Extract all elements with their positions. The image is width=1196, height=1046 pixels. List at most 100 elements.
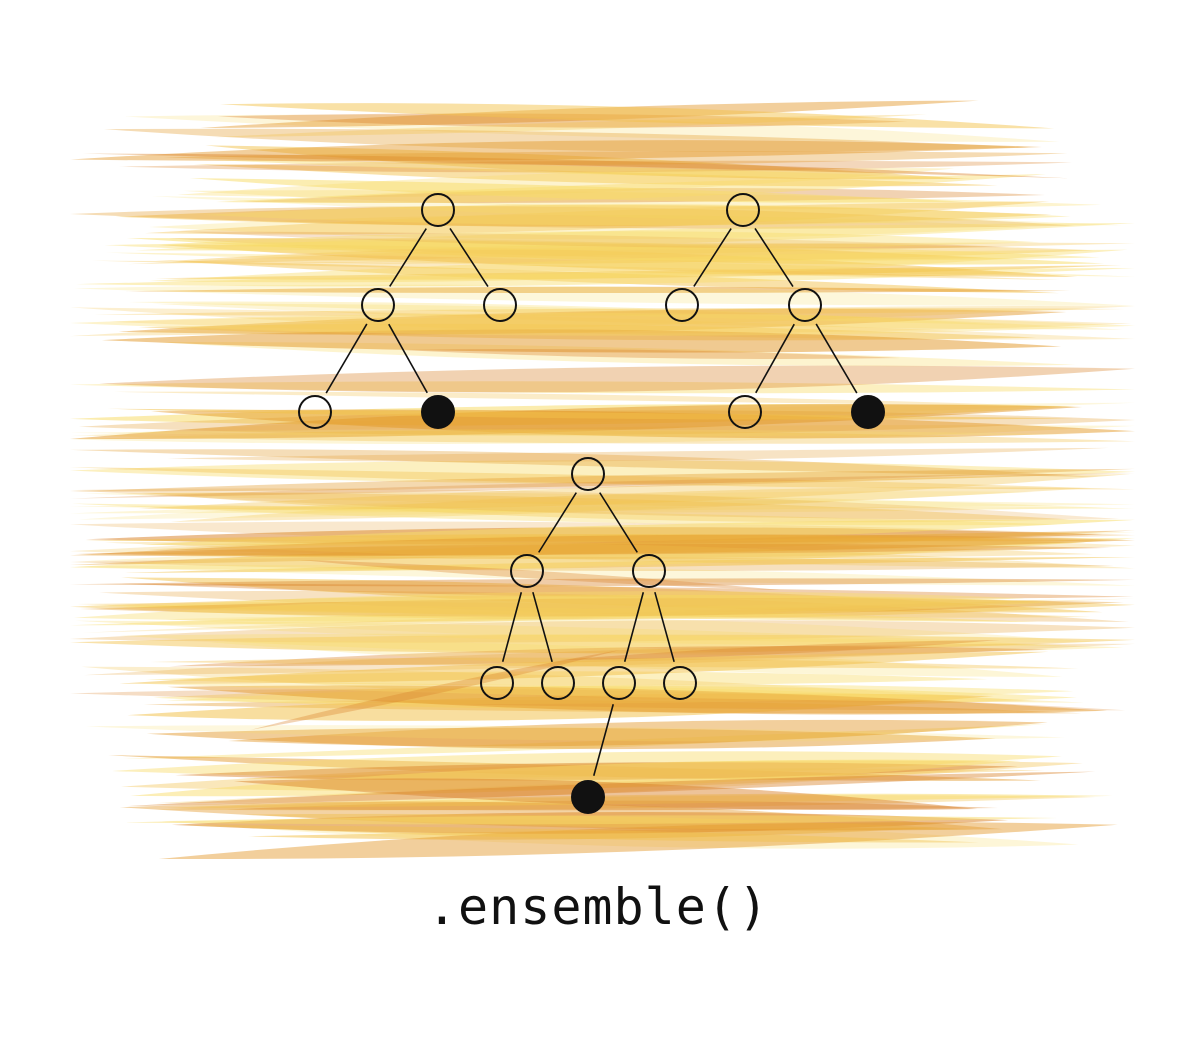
brush-stroke <box>220 103 1055 129</box>
brush-stroke <box>119 651 1049 684</box>
tree-edge <box>501 592 523 662</box>
tree-node <box>421 193 455 227</box>
tree-edge <box>389 228 427 287</box>
brush-stroke <box>73 594 1054 622</box>
tree-node <box>298 395 332 429</box>
tree-edge <box>755 323 795 394</box>
brush-stroke <box>105 540 1135 569</box>
brush-stroke <box>70 307 1135 340</box>
tree-edge <box>623 592 645 662</box>
brush-stroke <box>70 578 1135 587</box>
brush-stroke <box>70 460 1135 484</box>
brush-stroke <box>104 241 1100 261</box>
brush-stroke <box>109 314 1132 334</box>
brush-stroke <box>125 286 1071 294</box>
brush-stroke <box>70 634 1135 654</box>
brush-stroke <box>70 537 1135 571</box>
brush-accent <box>250 650 620 730</box>
brush-stroke <box>156 769 967 804</box>
brush-stroke <box>169 646 1049 667</box>
brush-stroke <box>130 543 1094 560</box>
tree-bottom <box>480 457 697 814</box>
brush-stroke <box>160 231 1040 250</box>
brush-stroke <box>212 159 974 179</box>
leaf-node-filled <box>571 780 605 814</box>
brush-stroke <box>163 793 1113 809</box>
brush-stroke <box>126 815 1057 825</box>
brush-stroke <box>83 492 1135 509</box>
brush-stroke <box>70 506 1109 513</box>
tree-node <box>602 666 636 700</box>
brush-stroke <box>194 164 998 187</box>
brush-stroke <box>70 449 1099 478</box>
brush-stroke <box>158 822 1118 860</box>
brush-stroke <box>86 725 1065 742</box>
tree-left <box>298 193 517 429</box>
brush-stroke <box>247 827 938 840</box>
brush-stroke <box>120 760 1083 791</box>
brush-stroke <box>108 755 1041 781</box>
brush-stroke <box>149 214 1029 240</box>
brush-stroke <box>76 602 1091 618</box>
brush-stroke <box>131 682 1085 703</box>
brush-stroke <box>158 244 1078 277</box>
brush-stroke <box>169 237 986 260</box>
brush-stroke <box>70 594 1135 620</box>
brush-stroke <box>70 500 1135 514</box>
brush-stroke <box>238 768 1045 780</box>
brush-stroke <box>127 242 1135 265</box>
brush-stroke <box>112 751 1062 778</box>
brush-stroke <box>75 620 1067 647</box>
tree-node <box>728 395 762 429</box>
tree-node <box>788 288 822 322</box>
tree-edge <box>693 228 732 287</box>
tree-edge <box>538 492 577 553</box>
brush-stroke <box>70 534 1135 557</box>
brush-stroke <box>73 284 1136 306</box>
brush-stroke <box>144 201 1050 235</box>
brush-stroke <box>99 365 1136 393</box>
brush-stroke <box>77 543 1112 556</box>
brush-stroke <box>165 615 1094 643</box>
brush-stroke <box>152 303 1123 330</box>
brush-stroke <box>70 599 1058 626</box>
brush-stroke <box>155 259 1060 294</box>
tree-edge <box>654 591 675 663</box>
brush-stroke <box>149 249 1128 283</box>
brush-accent <box>400 349 900 359</box>
brush-stroke <box>70 488 1120 520</box>
brush-stroke <box>127 771 1096 807</box>
brush-stroke <box>228 719 1048 747</box>
leaf-node-filled <box>421 395 455 429</box>
brush-stroke <box>151 196 1123 226</box>
brush-stroke <box>70 473 1135 499</box>
tree-node <box>663 666 697 700</box>
tree-node <box>541 666 575 700</box>
brush-stroke <box>138 474 1131 510</box>
brush-stroke <box>70 564 1135 586</box>
brush-stroke <box>122 556 1136 574</box>
brush-stroke <box>70 620 1135 643</box>
brush-stroke <box>121 577 1103 613</box>
brush-stroke <box>94 308 1125 316</box>
brush-stroke <box>99 590 1129 622</box>
brush-stroke <box>233 778 978 811</box>
brush-stroke <box>81 598 1135 633</box>
brush-stroke <box>125 114 1060 142</box>
brush-stroke <box>115 205 1052 227</box>
brush-stroke <box>71 503 1059 526</box>
brush-stroke <box>183 825 979 843</box>
brush-stroke <box>118 308 1067 335</box>
brush-stroke <box>151 409 1135 439</box>
tree-node <box>726 193 760 227</box>
tree-node <box>632 554 666 588</box>
tree-edge <box>325 323 368 394</box>
tree-edge <box>388 323 428 394</box>
brush-stroke <box>141 492 1070 523</box>
brush-stroke <box>84 605 1039 623</box>
brush-stroke <box>119 633 1124 655</box>
brush-stroke <box>70 206 1075 229</box>
tree-edge <box>449 227 489 288</box>
brush-stroke <box>118 160 1072 173</box>
tree-node <box>480 666 514 700</box>
